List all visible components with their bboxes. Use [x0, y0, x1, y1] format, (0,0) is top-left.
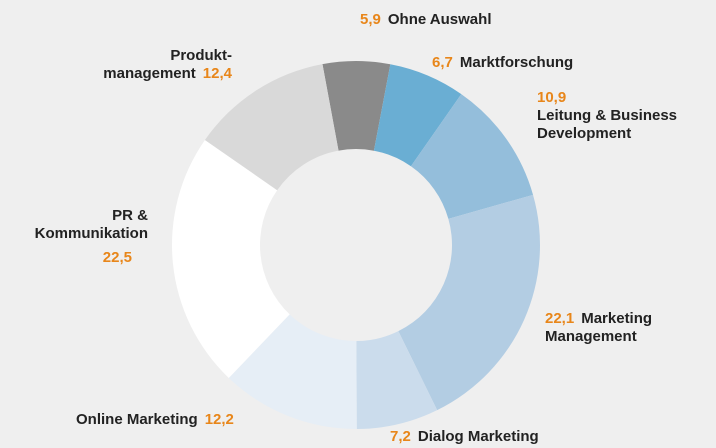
donut-segment [356, 331, 438, 429]
category-name: Leitung & Business Development [537, 107, 678, 142]
category-name: Marketing Management [545, 310, 653, 345]
segment-label: 7,2 Dialog Marketing [390, 428, 539, 446]
donut-segment [410, 94, 534, 219]
category-name: Dialog Marketing [417, 428, 539, 445]
value-label: 22,5 [102, 249, 132, 266]
segment-label: Produkt- management 12,4 [103, 47, 232, 83]
donut-segment [228, 314, 357, 430]
segment-label: 5,9 Ohne Auswahl [360, 11, 491, 29]
category-name: PR & Kommunikation [34, 207, 148, 242]
value-label: 5,9 [360, 11, 381, 28]
category-name: Ohne Auswahl [387, 11, 492, 28]
segment-label: PR & Kommunikation 22,5 [35, 207, 148, 267]
value-label: 6,7 [432, 54, 453, 71]
segment-label: Online Marketing 12,2 [76, 411, 234, 429]
category-name: Marktforschung [459, 54, 574, 71]
segment-label: 10,9 Leitung & Business Development [537, 89, 677, 143]
segment-label: 6,7 Marktforschung [432, 54, 573, 72]
category-name: Online Marketing [76, 411, 198, 428]
value-label: 10,9 [537, 89, 567, 106]
value-label: 12,2 [204, 411, 234, 428]
donut-segment [373, 64, 462, 167]
donut-segment [172, 139, 290, 378]
value-label: 7,2 [390, 428, 411, 445]
segment-label: 22,1 Marketing Management [545, 310, 652, 346]
donut-segment [398, 194, 541, 411]
value-label: 12,4 [202, 65, 232, 82]
value-label: 22,1 [545, 310, 575, 327]
category-name: Produkt- management [103, 47, 232, 82]
donut-segment [204, 64, 339, 191]
donut-segment [322, 61, 391, 151]
